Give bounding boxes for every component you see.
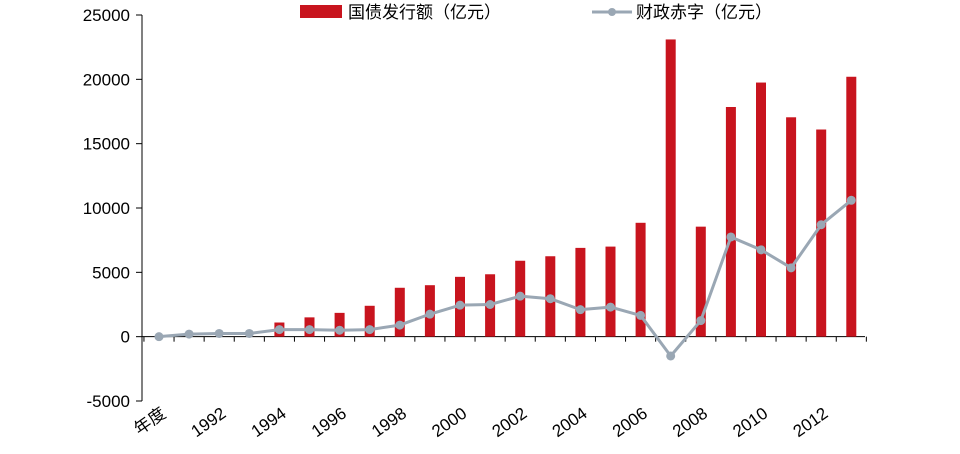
y-tick-label: 15000 (83, 135, 130, 154)
data-point (274, 325, 284, 335)
data-point (154, 332, 164, 342)
legend-marker-deficit (608, 8, 616, 16)
deficit-line (158, 199, 853, 358)
data-point (756, 245, 766, 255)
data-point (786, 263, 796, 273)
data-point (214, 328, 224, 338)
legend-label-bonds: 国债发行额（亿元） (348, 3, 501, 23)
data-point (515, 291, 525, 301)
x-tick-label: 2010 (729, 404, 771, 441)
bar (846, 76, 857, 337)
bar (575, 247, 586, 337)
x-tick-label: 1992 (188, 404, 230, 441)
legend-swatch-bonds (300, 5, 342, 18)
y-tick-label: 5000 (92, 263, 130, 282)
bar (786, 117, 797, 337)
y-tick-label: -5000 (87, 392, 130, 411)
bar (695, 226, 706, 337)
x-tick-label: 2012 (790, 404, 832, 441)
y-tick-label: 10000 (83, 199, 130, 218)
data-point (365, 325, 375, 335)
bar (394, 287, 405, 337)
x-tick-label: 2006 (609, 404, 651, 441)
x-tick-label: 年度 (131, 404, 170, 439)
bar (635, 222, 646, 337)
y-tick-label: 0 (121, 328, 130, 347)
line-series (154, 195, 856, 361)
data-point (636, 310, 646, 320)
bar (665, 39, 676, 337)
bar-series (274, 39, 857, 337)
data-point (606, 302, 615, 312)
x-tick-label: 2004 (549, 404, 591, 441)
x-axis-ticks: 年度 1992 1994 1996 1998 2000 2002 2004 2006 2008 20… (131, 404, 832, 441)
data-point (184, 329, 194, 339)
x-tick-label: 2008 (669, 404, 711, 441)
data-point (575, 305, 585, 315)
data-point (666, 351, 676, 361)
y-tick-label: 20000 (83, 70, 130, 89)
data-point (696, 316, 706, 326)
legend: 国债发行额（亿元） 财政赤字（亿元） (300, 3, 772, 23)
data-point (455, 300, 465, 310)
bar (756, 82, 766, 337)
data-point (545, 294, 555, 304)
legend-label-deficit: 财政赤字（亿元） (636, 3, 772, 23)
data-point (816, 220, 826, 230)
x-tick-label: 1994 (248, 404, 290, 441)
data-point (846, 195, 856, 205)
x-tick-label: 1998 (368, 404, 410, 441)
data-point (335, 325, 345, 335)
y-axis-ticks: 25000 20000 15000 10000 5000 0 -5000 (83, 6, 142, 411)
data-point (726, 232, 736, 242)
x-tick-label: 1996 (308, 404, 350, 441)
data-point (425, 309, 435, 319)
bar (725, 106, 736, 337)
y-tick-label: 25000 (83, 6, 130, 25)
data-point (485, 300, 495, 309)
x-tick-label: 2000 (428, 404, 470, 441)
bar (334, 312, 345, 337)
data-point (305, 325, 314, 335)
data-point (395, 320, 405, 330)
bar (816, 129, 827, 337)
data-point (244, 328, 254, 338)
bar (364, 305, 375, 337)
x-tick-label: 2002 (489, 404, 531, 441)
bar (605, 246, 616, 337)
